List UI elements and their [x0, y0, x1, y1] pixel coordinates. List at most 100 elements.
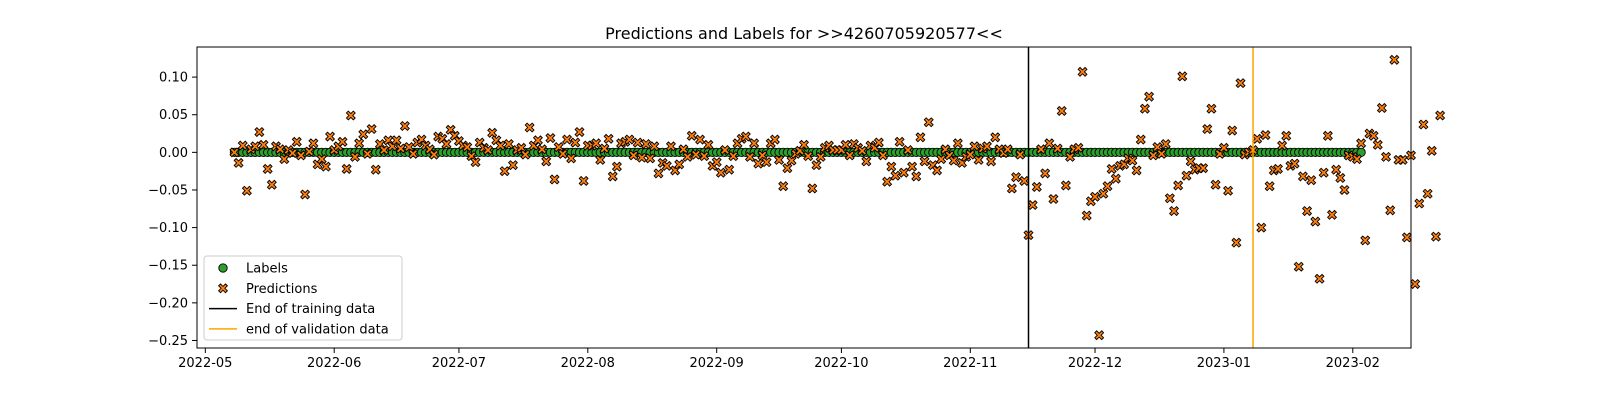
prediction-point [250, 141, 261, 152]
prediction-point [341, 163, 352, 174]
prediction-point [507, 160, 519, 171]
prediction-point [366, 123, 377, 135]
prediction-point [1326, 209, 1338, 220]
prediction-point [524, 122, 535, 133]
prediction-point [345, 110, 356, 121]
x-tick-label: 2022-12 [1068, 356, 1122, 371]
prediction-point [724, 164, 735, 175]
prediction-point [1289, 158, 1300, 169]
prediction-point [744, 151, 755, 162]
prediction-point [1027, 199, 1038, 211]
prediction-point [1098, 188, 1109, 199]
prediction-point [1044, 138, 1055, 149]
prediction-point [258, 139, 269, 150]
prediction-point [969, 141, 980, 152]
prediction-point [495, 140, 506, 151]
prediction-point [811, 160, 822, 171]
prediction-point [1010, 172, 1022, 183]
prediction-point [370, 164, 381, 175]
plot-frame [196, 46, 1412, 349]
prediction-point [254, 126, 265, 138]
prediction-point [1372, 139, 1383, 150]
prediction-point [1302, 206, 1313, 217]
prediction-point [919, 156, 930, 167]
prediction-point [1181, 170, 1192, 181]
prediction-point [778, 181, 789, 192]
prediction-point [520, 149, 531, 160]
prediction-point [873, 137, 884, 148]
prediction-point [503, 139, 514, 150]
prediction-point [1160, 139, 1171, 150]
y-tick-label: −0.20 [148, 296, 188, 311]
y-tick-label: −0.05 [148, 183, 188, 198]
prediction-point [482, 145, 494, 156]
prediction-point [403, 142, 415, 153]
prediction-point [1065, 151, 1076, 162]
chart-title: Predictions and Labels for >>42607059205… [605, 24, 1003, 43]
prediction-point [1040, 168, 1051, 179]
prediction-point [1089, 191, 1101, 202]
prediction-point [740, 131, 751, 142]
x-tick-label: 2022-11 [943, 356, 997, 371]
prediction-point [1210, 179, 1221, 190]
x-tick-label: 2022-05 [178, 356, 232, 371]
prediction-point [1306, 175, 1317, 186]
prediction-point [1019, 175, 1030, 186]
prediction-point [1202, 123, 1213, 135]
x-tick-label: 2022-06 [307, 356, 361, 371]
prediction-point [354, 138, 365, 149]
prediction-point [349, 151, 361, 162]
legend-marker-predictions [217, 283, 229, 294]
prediction-point [408, 148, 419, 159]
prediction-point [1264, 181, 1275, 192]
prediction-point [1015, 149, 1026, 160]
y-tick-label: 0.00 [159, 146, 188, 161]
plot-area: 2022-05 2022-06 2022-07 2022-08 2022-09 2022-… [148, 46, 1446, 371]
prediction-point [1351, 154, 1362, 165]
prediction-point [674, 159, 685, 170]
prediction-point [703, 139, 714, 150]
prediction-point [1223, 185, 1234, 196]
prediction-point [699, 151, 710, 162]
prediction-point [532, 135, 543, 146]
prediction-point [690, 149, 701, 160]
prediction-point [379, 145, 390, 156]
prediction-point [1318, 167, 1329, 178]
prediction-point [1144, 91, 1155, 102]
prediction-point [898, 167, 909, 178]
prediction-point [1060, 180, 1071, 191]
prediction-point [1168, 206, 1180, 217]
prediction-point [952, 138, 963, 149]
prediction-point [665, 141, 676, 152]
prediction-point [990, 132, 1001, 143]
prediction-point [1185, 156, 1196, 167]
x-tick-label: 2022-07 [432, 356, 486, 371]
prediction-point [1260, 130, 1271, 141]
prediction-point [711, 157, 722, 168]
prediction-point [1376, 102, 1387, 113]
prediction-point [948, 155, 959, 166]
prediction-point [1094, 330, 1105, 341]
prediction-point [645, 153, 656, 164]
prediction-point [1110, 173, 1121, 184]
prediction-point [1277, 140, 1288, 151]
prediction-point [1164, 193, 1175, 204]
prediction-point [229, 147, 240, 158]
prediction-point [599, 143, 610, 154]
legend-label: Labels [246, 262, 288, 277]
prediction-point [632, 137, 643, 148]
prediction-point [936, 154, 947, 165]
prediction-point [786, 155, 797, 166]
prediction-point [1272, 163, 1283, 174]
prediction-point [337, 136, 348, 147]
prediction-point [1360, 235, 1371, 246]
prediction-point [316, 154, 327, 165]
prediction-point [844, 150, 855, 161]
prediction-point [907, 161, 918, 172]
prediction-point [1206, 103, 1217, 114]
prediction-point [981, 141, 992, 152]
prediction-point [304, 146, 315, 157]
prediction-point [1401, 232, 1412, 243]
